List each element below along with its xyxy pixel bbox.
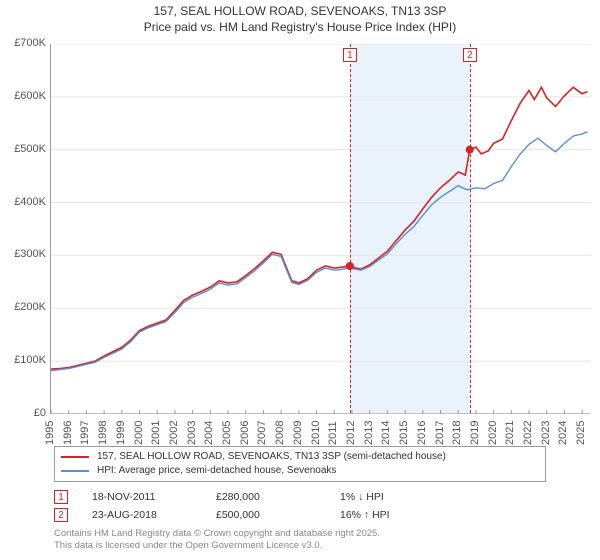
sale-marker-label-2: 2: [463, 48, 477, 62]
x-tick-label: 2013: [363, 423, 375, 445]
sale-price-2: £500,000: [216, 509, 316, 521]
y-tick-label: £100K: [0, 354, 46, 366]
legend-box: 157, SEAL HOLLOW ROAD, SEVENOAKS, TN13 3…: [54, 446, 546, 482]
sale-marker-box-2: 2: [54, 508, 68, 522]
x-tick-label: 1998: [97, 423, 109, 445]
series-line-price_paid: [51, 87, 588, 369]
x-tick-label: 2020: [487, 423, 499, 445]
sales-row-1: 1 18-NOV-2011 £280,000 1% ↓ HPI: [54, 488, 450, 506]
x-tick-label: 2004: [203, 423, 215, 445]
x-tick-label: 2011: [327, 423, 339, 445]
x-tick-label: 2009: [292, 423, 304, 445]
chart-title-block: 157, SEAL HOLLOW ROAD, SEVENOAKS, TN13 3…: [0, 0, 600, 35]
x-tick-label: 2023: [540, 423, 552, 445]
chart-container: { "title": { "line1": "157, SEAL HOLLOW …: [0, 0, 600, 560]
y-tick-label: £500K: [0, 143, 46, 155]
sale-marker-label-1: 1: [343, 48, 357, 62]
sale-marker-line-1: [350, 44, 351, 413]
x-tick-label: 2007: [256, 423, 268, 445]
attribution-line2: This data is licensed under the Open Gov…: [54, 540, 380, 552]
x-tick-label: 2019: [469, 423, 481, 445]
x-tick-label: 2012: [345, 423, 357, 445]
sales-row-2: 2 23-AUG-2018 £500,000 16% ↑ HPI: [54, 506, 450, 524]
sale-price-1: £280,000: [216, 491, 316, 503]
legend-row-series1: 157, SEAL HOLLOW ROAD, SEVENOAKS, TN13 3…: [61, 450, 539, 464]
sale-date-2: 23-AUG-2018: [92, 509, 192, 521]
x-tick-label: 1996: [62, 423, 74, 445]
y-tick-label: £700K: [0, 37, 46, 49]
x-tick-label: 2014: [380, 423, 392, 445]
x-tick-label: 1997: [79, 423, 91, 445]
x-tick-label: 2010: [310, 423, 322, 445]
x-tick-label: 2017: [434, 423, 446, 445]
x-tick-label: 2000: [133, 423, 145, 445]
x-tick-label: 2016: [416, 423, 428, 445]
y-tick-label: £0: [0, 407, 46, 419]
sales-table: 1 18-NOV-2011 £280,000 1% ↓ HPI 2 23-AUG…: [54, 488, 450, 524]
attribution-line1: Contains HM Land Registry data © Crown c…: [54, 528, 380, 540]
y-tick-label: £200K: [0, 301, 46, 313]
sale-marker-line-2: [470, 44, 471, 413]
y-tick-label: £600K: [0, 90, 46, 102]
y-tick-label: £300K: [0, 248, 46, 260]
x-tick-label: 2018: [451, 423, 463, 445]
legend-label-series2: HPI: Average price, semi-detached house,…: [97, 464, 336, 478]
x-tick-label: 2025: [575, 423, 587, 445]
chart-title-line2: Price paid vs. HM Land Registry's House …: [0, 20, 600, 36]
y-tick-label: £400K: [0, 196, 46, 208]
x-tick-label: 1999: [115, 423, 127, 445]
sale-hpi-1: 1% ↓ HPI: [340, 491, 450, 503]
x-tick-label: 2005: [221, 423, 233, 445]
x-tick-label: 2002: [168, 423, 180, 445]
legend-swatch-series1: [61, 456, 89, 458]
x-tick-label: 2015: [398, 423, 410, 445]
x-tick-label: 2024: [557, 423, 569, 445]
chart-title-line1: 157, SEAL HOLLOW ROAD, SEVENOAKS, TN13 3…: [0, 4, 600, 20]
x-tick-label: 1995: [44, 423, 56, 445]
x-tick-label: 2001: [150, 423, 162, 445]
chart-svg: [51, 44, 591, 414]
x-tick-label: 2003: [186, 423, 198, 445]
legend-label-series1: 157, SEAL HOLLOW ROAD, SEVENOAKS, TN13 3…: [97, 450, 446, 464]
legend-swatch-series2: [61, 470, 89, 472]
legend-row-series2: HPI: Average price, semi-detached house,…: [61, 464, 539, 478]
attribution-block: Contains HM Land Registry data © Crown c…: [54, 528, 380, 552]
x-tick-label: 2006: [239, 423, 251, 445]
sale-marker-box-1: 1: [54, 490, 68, 504]
chart-plot-area: 12: [50, 44, 590, 414]
x-tick-label: 2021: [504, 423, 516, 445]
x-tick-label: 2022: [522, 423, 534, 445]
x-tick-label: 2008: [274, 423, 286, 445]
sale-hpi-2: 16% ↑ HPI: [340, 509, 450, 521]
series-line-hpi: [51, 132, 588, 371]
sale-date-1: 18-NOV-2011: [92, 491, 192, 503]
